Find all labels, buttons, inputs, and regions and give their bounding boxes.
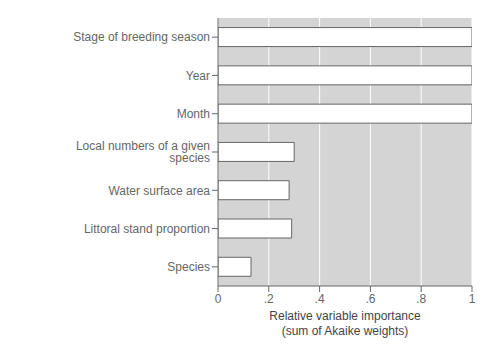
svg-text:Month: Month: [177, 107, 210, 121]
svg-text:Species: Species: [167, 260, 210, 274]
svg-text:.2: .2: [264, 292, 274, 306]
svg-text:Littoral stand proportion: Littoral stand proportion: [84, 222, 210, 236]
svg-text:.6: .6: [365, 292, 375, 306]
svg-text:Water surface area: Water surface area: [108, 184, 210, 198]
svg-text:0: 0: [215, 292, 222, 306]
svg-text:.4: .4: [315, 292, 325, 306]
svg-text:1: 1: [469, 292, 476, 306]
svg-text:Local numbers of a givenspecie: Local numbers of a givenspecies: [76, 139, 210, 165]
svg-text:.8: .8: [416, 292, 426, 306]
svg-text:Year: Year: [186, 69, 210, 83]
svg-text:Stage of breeding season: Stage of breeding season: [73, 30, 210, 44]
svg-text:Relative variable importance(s: Relative variable importance(sum of Akai…: [269, 309, 421, 338]
